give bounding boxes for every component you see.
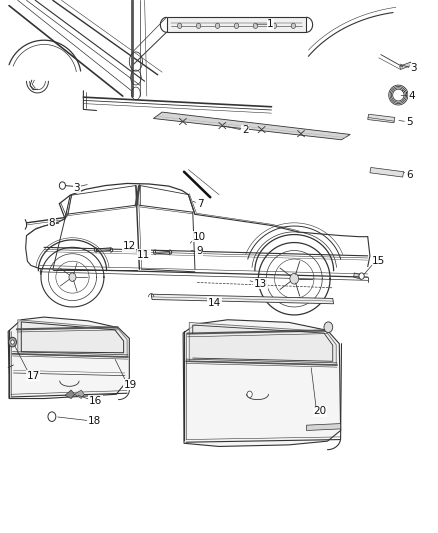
Circle shape bbox=[11, 340, 14, 344]
Circle shape bbox=[272, 23, 276, 28]
Text: 10: 10 bbox=[193, 232, 206, 241]
Text: 3: 3 bbox=[410, 63, 417, 74]
Polygon shape bbox=[354, 273, 362, 279]
Circle shape bbox=[324, 322, 333, 333]
Circle shape bbox=[59, 182, 65, 189]
Polygon shape bbox=[65, 390, 74, 399]
Circle shape bbox=[215, 23, 220, 28]
Polygon shape bbox=[399, 62, 411, 69]
Text: 11: 11 bbox=[137, 250, 150, 260]
Polygon shape bbox=[307, 424, 341, 431]
Circle shape bbox=[9, 337, 17, 347]
Text: 9: 9 bbox=[196, 246, 203, 255]
Text: 15: 15 bbox=[372, 256, 385, 266]
Polygon shape bbox=[18, 320, 127, 357]
Polygon shape bbox=[189, 322, 336, 365]
Polygon shape bbox=[155, 251, 170, 254]
Text: 4: 4 bbox=[408, 91, 415, 101]
Text: 1: 1 bbox=[267, 19, 274, 29]
Polygon shape bbox=[153, 112, 350, 140]
Text: 13: 13 bbox=[254, 279, 267, 288]
Polygon shape bbox=[8, 317, 129, 399]
Text: 5: 5 bbox=[406, 117, 413, 127]
Text: 16: 16 bbox=[89, 395, 102, 406]
Polygon shape bbox=[166, 17, 307, 32]
Text: 17: 17 bbox=[26, 370, 40, 381]
Text: 19: 19 bbox=[124, 379, 137, 390]
Polygon shape bbox=[96, 248, 110, 252]
Circle shape bbox=[359, 273, 364, 279]
Text: 7: 7 bbox=[197, 199, 204, 209]
Circle shape bbox=[247, 391, 252, 398]
Polygon shape bbox=[74, 390, 84, 399]
Polygon shape bbox=[151, 294, 334, 304]
Polygon shape bbox=[370, 167, 403, 177]
Text: 3: 3 bbox=[74, 183, 80, 193]
Text: 6: 6 bbox=[406, 170, 413, 180]
Text: 20: 20 bbox=[313, 406, 326, 416]
Polygon shape bbox=[183, 320, 341, 447]
Text: 8: 8 bbox=[49, 218, 55, 228]
Text: 12: 12 bbox=[123, 241, 136, 251]
Text: 14: 14 bbox=[208, 298, 221, 308]
Circle shape bbox=[48, 412, 56, 422]
Polygon shape bbox=[368, 114, 395, 123]
Circle shape bbox=[253, 23, 258, 28]
Circle shape bbox=[69, 273, 76, 281]
Circle shape bbox=[196, 23, 201, 28]
Text: 2: 2 bbox=[242, 125, 248, 135]
Circle shape bbox=[291, 23, 296, 28]
Circle shape bbox=[290, 273, 299, 284]
Circle shape bbox=[177, 23, 182, 28]
Circle shape bbox=[234, 23, 239, 28]
Text: 18: 18 bbox=[88, 416, 101, 426]
